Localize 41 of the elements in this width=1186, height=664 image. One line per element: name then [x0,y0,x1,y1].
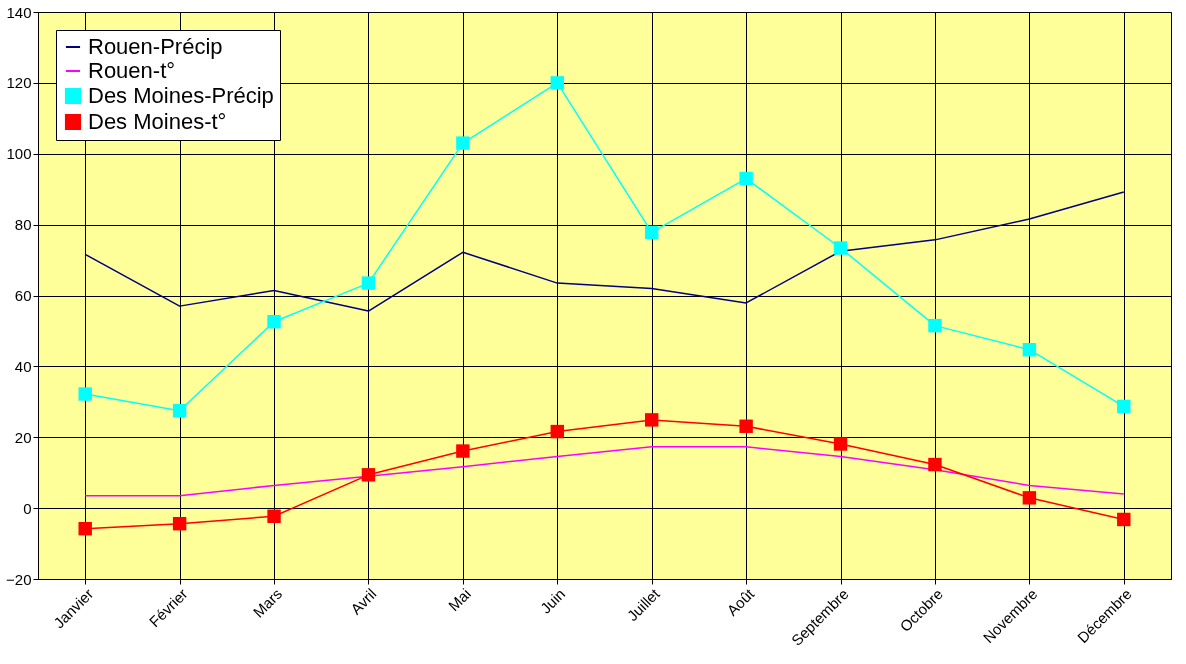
point [1022,343,1037,357]
point [645,413,659,427]
point [456,444,470,458]
line-series [84,446,1125,497]
y-tick-label: −20 [6,570,32,588]
legend-label: Des Moines-Précip [88,83,274,108]
point [1022,491,1037,505]
point [361,276,376,290]
y-tick-label: 40 [14,357,32,375]
point [928,457,942,472]
x-tick-label: Juin [536,585,569,617]
point [361,468,376,482]
legend-label: Rouen-t° [88,58,176,83]
point [172,517,187,531]
point [928,318,942,333]
line-series [84,191,1125,312]
point [78,521,92,536]
y-tick-label: 100 [6,145,32,163]
y-tick-label: 20 [14,428,32,446]
point [833,241,848,255]
point [267,509,281,523]
point [1117,399,1131,414]
point [833,437,848,451]
y-tick-label: 0 [23,499,32,517]
point [739,171,753,186]
y-tick-label: 140 [6,3,32,21]
legend-label: Rouen-Précip [88,34,223,59]
y-tick-label: 60 [14,287,32,304]
point [78,387,92,401]
point [645,225,659,240]
point [1117,512,1131,527]
point [550,424,564,439]
point [172,403,187,418]
y-tick-label: 120 [6,74,32,92]
y-tick-label: 80 [14,216,32,234]
point [267,315,281,329]
point [739,419,753,433]
x-tick-label: Mai [444,585,474,615]
point [550,76,564,90]
point [456,136,470,150]
legend-label: Des Moines-t° [88,109,227,134]
